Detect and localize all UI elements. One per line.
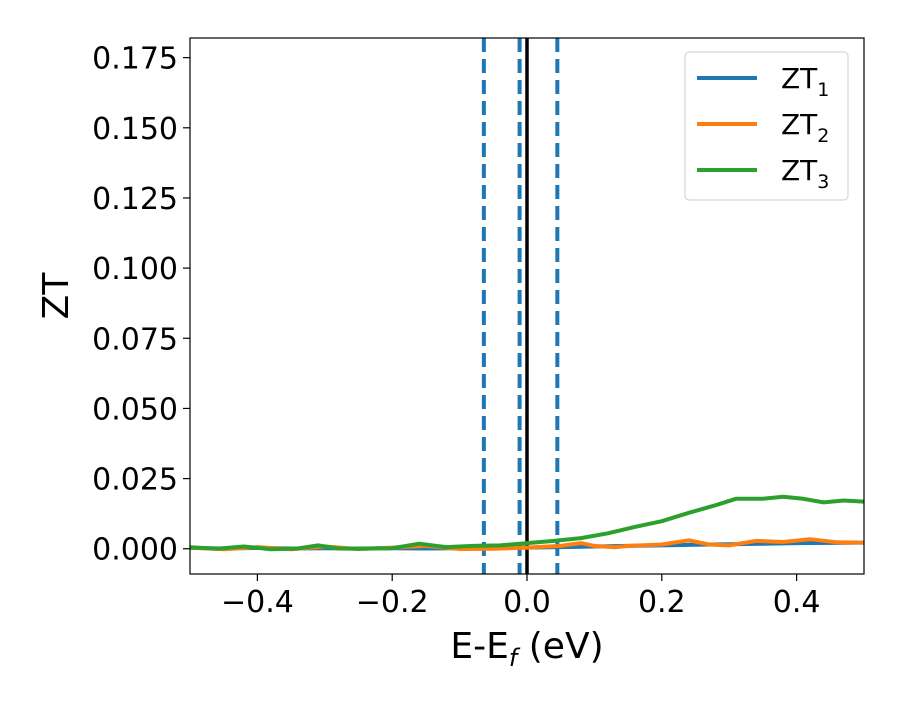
- x-axis-label-unit: (eV): [529, 626, 604, 667]
- y-tick-label: 0.100: [92, 252, 178, 287]
- y-tick-label: 0.150: [92, 112, 178, 147]
- y-tick-label: 0.050: [92, 392, 178, 427]
- x-tick-label: −0.4: [221, 585, 294, 620]
- y-axis-label: ZT: [36, 272, 77, 320]
- legend-label-subscript: 1: [817, 79, 829, 101]
- x-tick-label: −0.2: [356, 585, 429, 620]
- x-axis-label: E-Ef (eV): [450, 626, 603, 672]
- legend-box: [684, 51, 849, 201]
- x-axis-label-main: E-E: [450, 626, 508, 667]
- y-axis-ticks: 0.000 0.025 0.050 0.075 0.100 0.125 0.150 0.175: [92, 42, 190, 568]
- legend-label-2: ZT2: [781, 108, 829, 147]
- legend-label-1: ZT1: [781, 62, 829, 101]
- vertical-lines: [481, 38, 560, 574]
- y-tick-label: 0.125: [92, 182, 178, 217]
- series-line-3: [190, 494, 864, 552]
- legend-label-3: ZT3: [781, 154, 829, 193]
- x-tick-label: 0.4: [773, 585, 821, 620]
- x-tick-label: 0.2: [638, 585, 686, 620]
- x-tick-label: 0.0: [503, 585, 551, 620]
- legend-label-subscript: 3: [817, 171, 829, 193]
- legend-label-main: ZT: [781, 62, 818, 95]
- y-tick-label: 0.075: [92, 322, 178, 357]
- y-tick-label: 0.000: [92, 533, 178, 568]
- y-tick-label: 0.175: [92, 42, 178, 77]
- y-tick-label: 0.025: [92, 463, 178, 498]
- series-lines: [190, 494, 864, 552]
- legend-label-main: ZT: [781, 108, 818, 141]
- x-axis-ticks: −0.4 −0.2 0.0 0.2 0.4: [221, 574, 820, 620]
- legend-label-main: ZT: [781, 154, 818, 187]
- legend-label-subscript: 2: [817, 125, 829, 147]
